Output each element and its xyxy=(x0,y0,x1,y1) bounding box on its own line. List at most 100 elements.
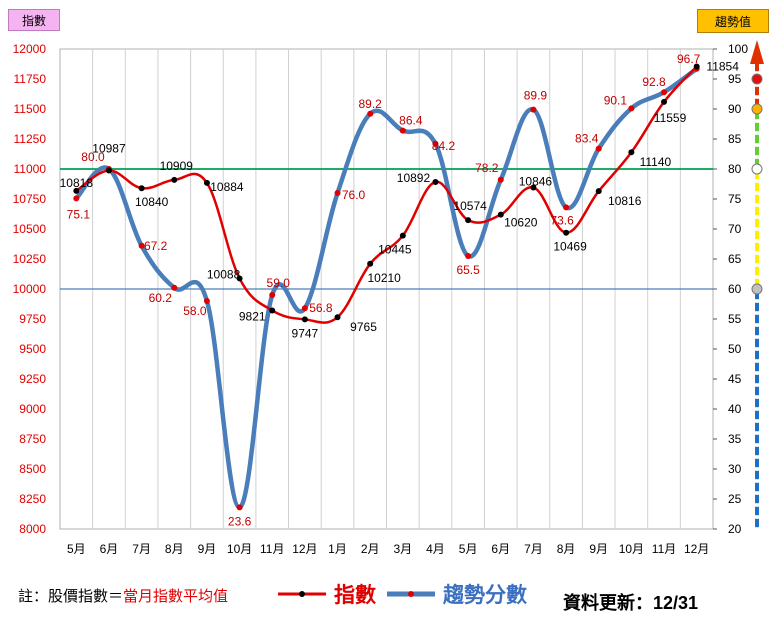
left-tick-label: 8500 xyxy=(19,462,46,476)
left-tick-label: 9500 xyxy=(19,342,46,356)
index-point xyxy=(269,307,276,314)
trend-point xyxy=(73,195,80,202)
x-tick-label: 10月 xyxy=(227,542,252,556)
index-point xyxy=(563,229,570,236)
right-tick-label: 25 xyxy=(728,492,742,506)
x-tick-label: 2月 xyxy=(361,542,380,556)
trend-data-label: 89.9 xyxy=(524,89,548,103)
index-data-label: 10846 xyxy=(519,174,553,188)
index-point xyxy=(661,98,668,105)
trend-data-label: 83.4 xyxy=(575,132,599,146)
x-tick-label: 12月 xyxy=(684,542,709,556)
left-tick-label: 11500 xyxy=(14,102,47,116)
trend-point xyxy=(236,504,243,511)
legend-trend-swatch xyxy=(387,591,435,597)
x-tick-label: 3月 xyxy=(393,542,412,556)
trend-data-label: 23.6 xyxy=(228,514,252,528)
trend-point xyxy=(334,190,341,196)
update-label: 資料更新： xyxy=(563,593,653,613)
left-tick-label: 10250 xyxy=(13,252,47,266)
trend-data-label: 75.1 xyxy=(67,207,91,221)
legend-trend-label: 趨勢分數 xyxy=(443,584,527,607)
index-data-label: 10818 xyxy=(60,176,94,190)
left-tick-label: 11000 xyxy=(14,162,47,176)
x-tick-label: 5月 xyxy=(67,542,86,556)
trend-data-label: 56.8 xyxy=(309,301,333,315)
x-tick-label: 7月 xyxy=(524,542,543,556)
trend-scale-marker-95 xyxy=(751,73,763,85)
trend-point xyxy=(628,105,635,112)
legend-trend: 趨勢分數 xyxy=(385,580,527,608)
index-data-label: 10574 xyxy=(453,199,487,213)
left-tick-label: 10000 xyxy=(13,282,47,296)
x-tick-label: 8月 xyxy=(557,542,576,556)
trend-axis-badge: 趨勢值 xyxy=(697,9,769,33)
index-data-label: 10445 xyxy=(378,243,412,257)
right-tick-label: 65 xyxy=(728,252,742,266)
left-tick-label: 11750 xyxy=(14,72,47,86)
right-tick-label: 100 xyxy=(728,42,748,56)
trend-data-label: 96.7 xyxy=(677,52,701,66)
footnote-highlight: 當月指數平均值 xyxy=(123,588,229,605)
right-tick-label: 55 xyxy=(728,312,742,326)
x-tick-label: 12月 xyxy=(292,542,317,556)
index-data-label: 10909 xyxy=(160,159,194,173)
right-tick-label: 70 xyxy=(728,222,742,236)
left-tick-label: 11250 xyxy=(14,132,47,146)
index-point xyxy=(530,184,537,191)
legend-index: 指數 xyxy=(276,580,376,608)
x-tick-label: 4月 xyxy=(426,542,445,556)
index-point xyxy=(497,211,504,218)
x-tick-label: 10月 xyxy=(619,542,644,556)
index-data-label: 9821 xyxy=(239,309,266,323)
trend-point xyxy=(367,110,374,117)
trend-data-label: 92.8 xyxy=(642,75,666,89)
trend-point xyxy=(465,253,472,259)
footnote-prefix: 註：股價指數＝ xyxy=(18,588,124,605)
trend-data-label: 76.0 xyxy=(342,188,366,202)
x-tick-label: 8月 xyxy=(165,542,184,556)
trend-data-label: 84.2 xyxy=(432,139,456,153)
index-data-label: 10892 xyxy=(397,171,431,185)
index-point xyxy=(138,185,145,192)
trend-scale-marker-90 xyxy=(751,103,763,115)
legend-index-swatch xyxy=(278,591,326,597)
trend-point xyxy=(399,127,406,134)
right-tick-label: 30 xyxy=(728,462,742,476)
trend-data-label: 80.0 xyxy=(81,150,105,164)
left-tick-label: 8000 xyxy=(19,522,46,536)
left-tick-label: 9000 xyxy=(19,402,46,416)
left-tick-label: 9250 xyxy=(19,372,46,386)
trend-series-line xyxy=(74,66,699,510)
trend-data-label: 73.6 xyxy=(550,213,574,227)
x-tick-label: 6月 xyxy=(491,542,510,556)
trend-data-label: 60.2 xyxy=(149,291,173,305)
chart-area: 12000 11750 11500 11250 11000 10750 10500 10250… xyxy=(13,40,764,556)
right-tick-label: 95 xyxy=(728,72,742,86)
index-data-label: 11854 xyxy=(706,60,739,74)
trend-point xyxy=(269,292,276,298)
trend-point xyxy=(138,242,145,249)
index-data-label: 10620 xyxy=(504,216,538,230)
index-point xyxy=(203,179,210,186)
index-point xyxy=(171,176,178,183)
x-tick-label: 1月 xyxy=(328,542,347,556)
x-tick-label: 9月 xyxy=(198,542,217,556)
trend-data-label: 90.1 xyxy=(604,93,628,107)
index-point xyxy=(334,314,341,321)
trend-scale-marker-60 xyxy=(751,283,763,295)
index-data-label: 10816 xyxy=(608,194,642,208)
trend-data-label: 78.2 xyxy=(475,161,499,175)
index-point xyxy=(301,316,308,323)
index-point xyxy=(432,178,439,185)
index-point xyxy=(693,63,700,70)
index-data-label: 10987 xyxy=(92,142,126,156)
x-tick-label: 11月 xyxy=(652,542,676,556)
trend-point xyxy=(595,145,602,152)
trend-scale-marker-80 xyxy=(751,163,763,175)
trend-data-label: 86.4 xyxy=(399,114,423,128)
index-data-label: 10840 xyxy=(135,195,169,209)
index-data-label: 10088 xyxy=(207,267,241,281)
right-tick-label: 50 xyxy=(728,342,742,356)
x-tick-label: 6月 xyxy=(100,542,119,556)
